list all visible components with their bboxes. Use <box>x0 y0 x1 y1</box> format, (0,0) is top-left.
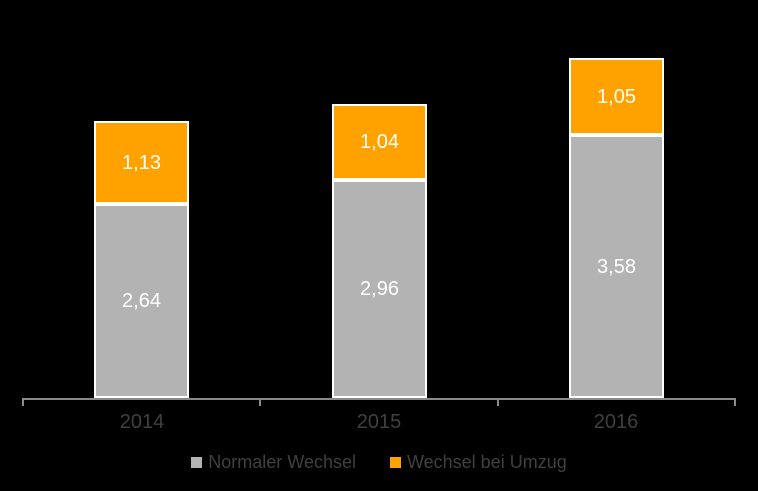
x-axis-tick <box>22 398 24 406</box>
value-label: 2,64 <box>122 290 161 312</box>
legend-label: Normaler Wechsel <box>208 452 356 472</box>
bar-segment-2015-wechsel-bei-umzug: 1,04 <box>332 104 427 180</box>
value-label: 1,04 <box>360 131 399 153</box>
x-axis-label-2014: 2014 <box>119 411 165 433</box>
legend-key-swatch <box>389 456 401 468</box>
value-label: 1,13 <box>122 151 161 174</box>
bar-segment-2015-normaler-wechsel: 2,96 <box>332 180 427 398</box>
bar-segment-2014-normaler-wechsel: 2,64 <box>94 204 189 398</box>
value-label: 3,58 <box>597 255 636 278</box>
x-axis-line <box>23 398 735 400</box>
x-axis-label-2016: 2016 <box>593 411 639 433</box>
value-label: 1,05 <box>597 85 636 108</box>
x-axis-tick <box>734 398 736 406</box>
x-axis-tick <box>259 398 261 406</box>
legend-item-wechsel-bei-umzug: Wechsel bei Umzug <box>389 452 567 472</box>
bar-segment-2014-wechsel-bei-umzug: 1,13 <box>94 121 189 204</box>
legend-label: Wechsel bei Umzug <box>406 452 567 472</box>
legend-key-swatch <box>191 456 203 468</box>
x-axis-label-2015: 2015 <box>356 411 402 433</box>
legend: Normaler Wechsel Wechsel bei Umzug <box>0 450 758 474</box>
value-label: 2,96 <box>360 278 399 300</box>
x-axis-tick <box>497 398 499 406</box>
legend-item-normaler-wechsel: Normaler Wechsel <box>191 453 356 471</box>
bar-segment-2016-normaler-wechsel: 3,58 <box>569 135 664 398</box>
bar-segment-2016-wechsel-bei-umzug: 1,05 <box>569 58 664 135</box>
